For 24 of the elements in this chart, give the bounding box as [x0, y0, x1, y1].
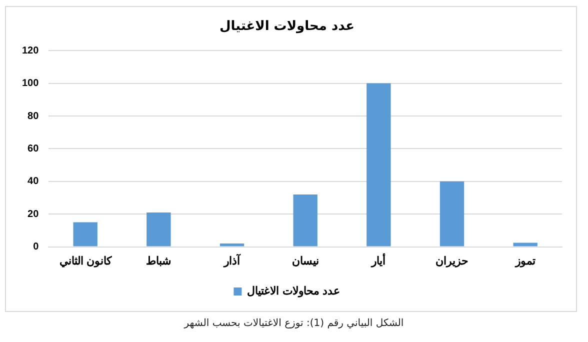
- x-tick-label: نيسان: [292, 255, 319, 268]
- y-tick-label: 120: [22, 45, 40, 56]
- x-tick-label: تموز: [514, 255, 536, 268]
- bar: [440, 181, 464, 246]
- bar: [73, 222, 98, 246]
- legend-label: عدد محاولات الاغتيال: [247, 286, 340, 298]
- chart-title: عدد محاولات الاغتيال: [219, 19, 355, 34]
- bar: [513, 242, 538, 246]
- bar: [366, 83, 391, 246]
- y-tick-label: 100: [22, 78, 40, 90]
- x-tick-label: شباط: [146, 255, 172, 268]
- x-tick-label: حزيران: [436, 255, 469, 268]
- bar: [220, 244, 244, 246]
- y-tick-label: 80: [28, 110, 40, 122]
- bar: [293, 194, 318, 246]
- y-tick-label: 0: [33, 242, 40, 253]
- bar: [146, 212, 171, 246]
- text: الشكل البياني رقم (1): توزع الاغتيالات بحسب الشهر: [182, 318, 405, 329]
- y-tick-label: 40: [28, 176, 40, 188]
- x-tick-label: آذار: [223, 253, 242, 268]
- y-tick-label: 20: [28, 208, 40, 220]
- x-tick-label: كانون الثاني: [59, 255, 112, 268]
- x-tick-label: أيار: [370, 253, 386, 268]
- y-tick-label: 60: [28, 143, 40, 154]
